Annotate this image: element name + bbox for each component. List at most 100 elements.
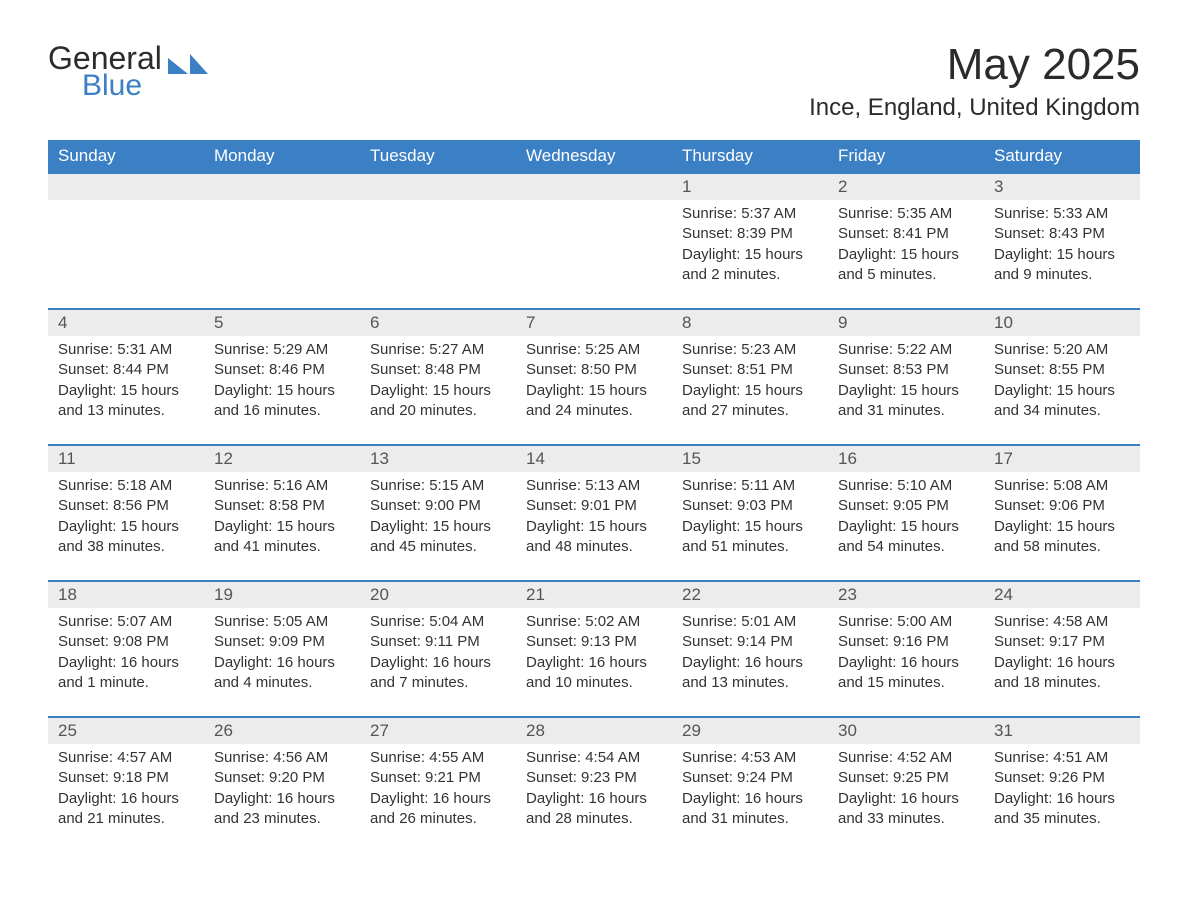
day-data-cell: Sunrise: 5:25 AMSunset: 8:50 PMDaylight:…: [516, 336, 672, 445]
day-number: 25: [48, 718, 204, 744]
day-data: Sunrise: 5:35 AMSunset: 8:41 PMDaylight:…: [828, 200, 984, 308]
day-data: Sunrise: 4:52 AMSunset: 9:25 PMDaylight:…: [828, 744, 984, 852]
day-data: Sunrise: 5:02 AMSunset: 9:13 PMDaylight:…: [516, 608, 672, 716]
day-data: [516, 200, 672, 308]
day-number: 5: [204, 310, 360, 336]
day-number-cell: [48, 173, 204, 200]
day-number-cell: 17: [984, 445, 1140, 472]
day-number: 24: [984, 582, 1140, 608]
day-data-cell: Sunrise: 5:33 AMSunset: 8:43 PMDaylight:…: [984, 200, 1140, 309]
day-data-cell: Sunrise: 4:53 AMSunset: 9:24 PMDaylight:…: [672, 744, 828, 852]
day-data-cell: Sunrise: 4:57 AMSunset: 9:18 PMDaylight:…: [48, 744, 204, 852]
day-data: Sunrise: 5:13 AMSunset: 9:01 PMDaylight:…: [516, 472, 672, 580]
day-data: Sunrise: 4:55 AMSunset: 9:21 PMDaylight:…: [360, 744, 516, 852]
day-number: 10: [984, 310, 1140, 336]
day-data-cell: Sunrise: 4:54 AMSunset: 9:23 PMDaylight:…: [516, 744, 672, 852]
day-number: 4: [48, 310, 204, 336]
day-data: Sunrise: 5:10 AMSunset: 9:05 PMDaylight:…: [828, 472, 984, 580]
month-title: May 2025: [809, 40, 1140, 90]
day-data: Sunrise: 4:57 AMSunset: 9:18 PMDaylight:…: [48, 744, 204, 852]
day-number: 28: [516, 718, 672, 744]
day-number-cell: 15: [672, 445, 828, 472]
day-number-cell: 11: [48, 445, 204, 472]
week-1-data-row: Sunrise: 5:31 AMSunset: 8:44 PMDaylight:…: [48, 336, 1140, 445]
day-data: Sunrise: 5:04 AMSunset: 9:11 PMDaylight:…: [360, 608, 516, 716]
day-data: Sunrise: 5:25 AMSunset: 8:50 PMDaylight:…: [516, 336, 672, 444]
day-data-cell: Sunrise: 5:31 AMSunset: 8:44 PMDaylight:…: [48, 336, 204, 445]
weekday-thursday: Thursday: [672, 140, 828, 173]
day-data-cell: Sunrise: 5:29 AMSunset: 8:46 PMDaylight:…: [204, 336, 360, 445]
day-data-cell: Sunrise: 4:56 AMSunset: 9:20 PMDaylight:…: [204, 744, 360, 852]
day-data: Sunrise: 4:58 AMSunset: 9:17 PMDaylight:…: [984, 608, 1140, 716]
day-number: 6: [360, 310, 516, 336]
day-number: 19: [204, 582, 360, 608]
day-data: Sunrise: 4:51 AMSunset: 9:26 PMDaylight:…: [984, 744, 1140, 852]
day-data: Sunrise: 5:18 AMSunset: 8:56 PMDaylight:…: [48, 472, 204, 580]
day-data-cell: Sunrise: 5:15 AMSunset: 9:00 PMDaylight:…: [360, 472, 516, 581]
day-number: 9: [828, 310, 984, 336]
day-number: 7: [516, 310, 672, 336]
weekday-monday: Monday: [204, 140, 360, 173]
day-number: [360, 174, 516, 200]
day-number: 20: [360, 582, 516, 608]
day-number: 22: [672, 582, 828, 608]
title-block: May 2025 Ince, England, United Kingdom: [809, 40, 1140, 122]
day-number: 16: [828, 446, 984, 472]
day-number-cell: 8: [672, 309, 828, 336]
day-number: 17: [984, 446, 1140, 472]
day-number-cell: 14: [516, 445, 672, 472]
day-number: 30: [828, 718, 984, 744]
day-data-cell: [360, 200, 516, 309]
day-number-cell: 21: [516, 581, 672, 608]
location: Ince, England, United Kingdom: [809, 94, 1140, 122]
day-number-cell: [360, 173, 516, 200]
day-data-cell: Sunrise: 5:16 AMSunset: 8:58 PMDaylight:…: [204, 472, 360, 581]
day-number: 3: [984, 174, 1140, 200]
weekday-friday: Friday: [828, 140, 984, 173]
day-data-cell: Sunrise: 5:13 AMSunset: 9:01 PMDaylight:…: [516, 472, 672, 581]
week-3-data-row: Sunrise: 5:07 AMSunset: 9:08 PMDaylight:…: [48, 608, 1140, 717]
day-data-cell: [204, 200, 360, 309]
day-data-cell: Sunrise: 4:52 AMSunset: 9:25 PMDaylight:…: [828, 744, 984, 852]
week-4-data-row: Sunrise: 4:57 AMSunset: 9:18 PMDaylight:…: [48, 744, 1140, 852]
week-2-daynum-row: 11121314151617: [48, 445, 1140, 472]
weekday-saturday: Saturday: [984, 140, 1140, 173]
calendar-table: SundayMondayTuesdayWednesdayThursdayFrid…: [48, 140, 1140, 852]
logo-word2: Blue: [82, 69, 162, 103]
week-0-daynum-row: 123: [48, 173, 1140, 200]
day-number: 13: [360, 446, 516, 472]
header: General Blue May 2025 Ince, England, Uni…: [48, 40, 1140, 122]
day-number-cell: 16: [828, 445, 984, 472]
day-number: [48, 174, 204, 200]
day-number: 21: [516, 582, 672, 608]
day-number: 2: [828, 174, 984, 200]
day-number: 27: [360, 718, 516, 744]
day-number-cell: 2: [828, 173, 984, 200]
day-number-cell: 3: [984, 173, 1140, 200]
day-number-cell: 25: [48, 717, 204, 744]
day-number-cell: 5: [204, 309, 360, 336]
day-number-cell: 23: [828, 581, 984, 608]
day-data: Sunrise: 5:33 AMSunset: 8:43 PMDaylight:…: [984, 200, 1140, 308]
day-data: Sunrise: 5:01 AMSunset: 9:14 PMDaylight:…: [672, 608, 828, 716]
day-data: Sunrise: 5:22 AMSunset: 8:53 PMDaylight:…: [828, 336, 984, 444]
day-number-cell: 29: [672, 717, 828, 744]
day-number-cell: 19: [204, 581, 360, 608]
day-number-cell: 9: [828, 309, 984, 336]
day-data: Sunrise: 5:05 AMSunset: 9:09 PMDaylight:…: [204, 608, 360, 716]
day-number: 14: [516, 446, 672, 472]
week-1-daynum-row: 45678910: [48, 309, 1140, 336]
day-number-cell: 13: [360, 445, 516, 472]
day-number-cell: 24: [984, 581, 1140, 608]
day-number: [516, 174, 672, 200]
day-data-cell: Sunrise: 5:11 AMSunset: 9:03 PMDaylight:…: [672, 472, 828, 581]
day-number-cell: 20: [360, 581, 516, 608]
day-number-cell: 18: [48, 581, 204, 608]
day-number-cell: 27: [360, 717, 516, 744]
day-data-cell: Sunrise: 4:55 AMSunset: 9:21 PMDaylight:…: [360, 744, 516, 852]
day-data-cell: Sunrise: 5:22 AMSunset: 8:53 PMDaylight:…: [828, 336, 984, 445]
day-data-cell: Sunrise: 5:05 AMSunset: 9:09 PMDaylight:…: [204, 608, 360, 717]
day-number: 12: [204, 446, 360, 472]
day-data: [204, 200, 360, 308]
day-number: 31: [984, 718, 1140, 744]
